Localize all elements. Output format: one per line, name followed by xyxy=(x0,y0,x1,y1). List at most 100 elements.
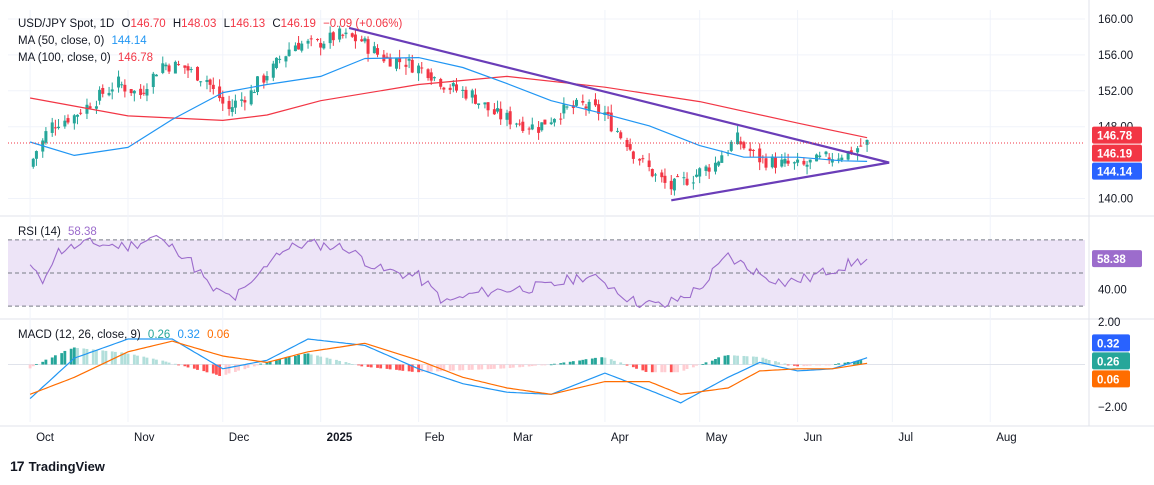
candle-body xyxy=(316,39,320,41)
brand-name: TradingView xyxy=(28,458,105,474)
macd-histogram-bar xyxy=(164,361,168,365)
candle-body xyxy=(287,49,291,56)
rsi-badge xyxy=(1092,250,1142,268)
rsi-label[interactable]: RSI (14) xyxy=(18,226,61,238)
candle-body xyxy=(650,168,654,177)
rsi-line xyxy=(29,234,868,309)
macd-histogram-bar xyxy=(499,364,503,369)
candle-body xyxy=(486,102,490,111)
macd-label[interactable]: MACD (12, 26, close, 9) xyxy=(18,329,141,341)
ma50-legend: MA (50, close, 0) 144.14 xyxy=(18,33,151,49)
macd-histogram-bar xyxy=(278,359,282,365)
candle-body xyxy=(297,42,301,50)
open-label: O xyxy=(121,18,131,30)
macd-histogram-bar xyxy=(224,364,228,375)
candle-body xyxy=(173,61,177,74)
candle-body xyxy=(44,131,48,143)
candle-body xyxy=(57,126,61,129)
macd-histogram-bar xyxy=(123,352,127,365)
candle-body xyxy=(638,158,642,161)
macd-histogram-bar xyxy=(856,360,859,365)
macd-histogram-bar xyxy=(69,348,73,365)
macd-histogram-bar xyxy=(256,364,259,366)
macd-histogram-bar xyxy=(173,363,177,365)
macd-histogram-bar xyxy=(695,364,698,366)
triangle-trendline xyxy=(671,161,890,202)
macd-histogram-bar xyxy=(486,364,490,370)
candle-body xyxy=(233,100,237,108)
macd-histogram-bar xyxy=(218,364,222,376)
candle-body xyxy=(72,115,76,124)
time-axis-label: Feb xyxy=(425,432,445,444)
candle-body xyxy=(66,118,70,123)
time-axis-label: Dec xyxy=(229,432,250,444)
macd-histogram-bar xyxy=(142,356,146,365)
candle-body xyxy=(483,102,487,105)
candle-body xyxy=(132,90,136,94)
symbol-title[interactable]: USD/JPY Spot, 1D xyxy=(18,18,115,30)
macd-histogram-bar xyxy=(234,364,237,372)
candle-body xyxy=(695,174,699,177)
rsi-panel xyxy=(8,234,1085,309)
ma100-label[interactable]: MA (100, close, 0) xyxy=(18,52,111,64)
candle-body xyxy=(410,59,414,73)
candle-body xyxy=(63,120,67,127)
macd-histogram-bar xyxy=(344,362,348,365)
candle-body xyxy=(496,108,500,112)
tradingview-brand[interactable]: 17 TradingView xyxy=(10,458,105,474)
candle-body xyxy=(167,65,171,72)
price-badge xyxy=(1092,126,1142,144)
macd-histogram-bar xyxy=(420,364,424,372)
macd-line xyxy=(29,338,868,404)
candle-body xyxy=(154,74,158,77)
candle-body xyxy=(473,94,477,104)
price-tick-label: 160.00 xyxy=(1098,14,1133,26)
open-value: 146.70 xyxy=(130,18,166,30)
macd-histogram-bar xyxy=(360,364,364,367)
macd-histogram-bar xyxy=(578,360,582,365)
price-tick-label: 140.00 xyxy=(1098,194,1133,206)
candle-body xyxy=(464,89,468,99)
macd-histogram-bar xyxy=(663,364,667,373)
macd-histogram-bar xyxy=(543,364,547,366)
macd-histogram-bar xyxy=(347,363,351,365)
macd-histogram-bar xyxy=(508,364,512,369)
macd-histogram-bar xyxy=(287,357,291,365)
candle-body xyxy=(448,87,452,90)
candle-body xyxy=(328,32,332,44)
triangle-trendline xyxy=(348,26,890,164)
candle-body xyxy=(442,87,446,90)
time-axis-label: May xyxy=(706,432,728,444)
high-value: 148.03 xyxy=(181,18,217,30)
price-tick-label: 152.00 xyxy=(1098,86,1133,98)
candle-body xyxy=(360,39,364,42)
macd-histogram-bar xyxy=(284,358,288,365)
candle-body xyxy=(164,64,168,67)
macd-histogram-bar xyxy=(91,349,95,365)
macd-histogram-bar xyxy=(530,364,534,367)
candle-body xyxy=(129,89,133,94)
candle-body xyxy=(432,77,436,79)
macd-histogram-bar xyxy=(704,362,708,365)
candle-body xyxy=(672,178,676,191)
candle-body xyxy=(161,63,165,73)
candle-body xyxy=(123,84,127,92)
candle-body xyxy=(625,140,629,148)
time-axis-label: Aug xyxy=(996,432,1016,444)
candle-body xyxy=(319,42,323,48)
macd-histogram-bar xyxy=(786,364,790,366)
macd-histogram-bar xyxy=(309,354,313,365)
macd-histogram-bar xyxy=(60,353,64,365)
candle-body xyxy=(565,106,569,108)
candle-body xyxy=(300,43,304,51)
ma50-label[interactable]: MA (50, close, 0) xyxy=(18,35,105,47)
close-label: C xyxy=(272,18,281,30)
candle-body xyxy=(331,32,335,41)
candle-body xyxy=(830,159,834,163)
macd-histogram-bar xyxy=(673,364,676,373)
macd-histogram-bar xyxy=(796,364,799,367)
macd-histogram-bar xyxy=(660,364,664,373)
macd-histogram-bar xyxy=(568,361,572,365)
candle-body xyxy=(196,66,200,81)
